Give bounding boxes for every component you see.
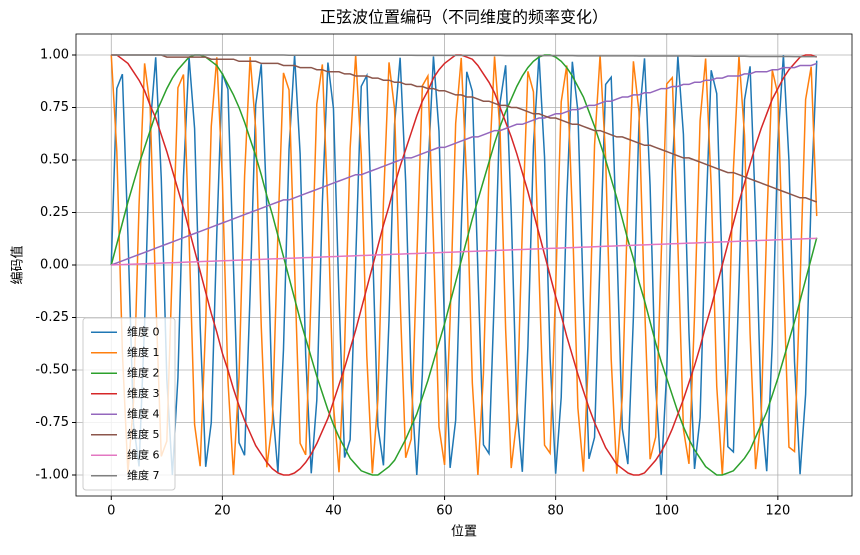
series-line [111,54,817,203]
x-tick-label: 20 [214,504,231,519]
y-tick-label: 0.25 [40,205,69,220]
series-line [110,54,818,476]
plot-lines [110,54,818,476]
chart-title: 正弦波位置编码（不同维度的频率变化） [320,8,608,27]
series-line [111,237,817,266]
series-line [111,54,817,58]
legend-label: 维度 3 [127,386,160,400]
x-tick-label: 0 [107,504,115,519]
y-tick-label: 0.75 [40,100,69,115]
y-tick-label: -0.75 [35,415,69,430]
legend: 维度 0 维度 1 维度 2 维度 3 维度 4 维度 5 维度 6 维度 7 [82,317,176,491]
y-tick-label: 0.00 [40,258,69,273]
series-line [110,54,818,476]
legend-label: 维度 4 [127,406,160,420]
x-tick-label: 80 [547,504,564,519]
y-tick-label: 0.50 [40,153,69,168]
legend-label: 维度 7 [127,468,160,482]
x-tick-label: 60 [436,504,453,519]
y-tick-label: -1.00 [35,468,69,483]
x-tick-label: 100 [654,504,679,519]
legend-label: 维度 2 [127,365,160,379]
legend-label: 维度 6 [127,447,160,461]
x-tick-label: 120 [765,504,790,519]
y-tick-label: -0.25 [35,310,69,325]
legend-label: 维度 1 [127,345,160,359]
plot-frame [75,33,853,497]
x-tick-label: 40 [325,504,342,519]
y-axis-label: 编码值 [10,245,26,284]
legend-label: 维度 5 [127,427,160,441]
y-tick-label: 1.00 [40,48,69,63]
legend-label: 维度 0 [127,324,160,338]
legend-box [82,317,176,491]
series-line [111,62,817,266]
series-line [110,54,818,476]
x-axis-label: 位置 [451,525,477,540]
y-tick-label: -0.50 [35,363,69,378]
